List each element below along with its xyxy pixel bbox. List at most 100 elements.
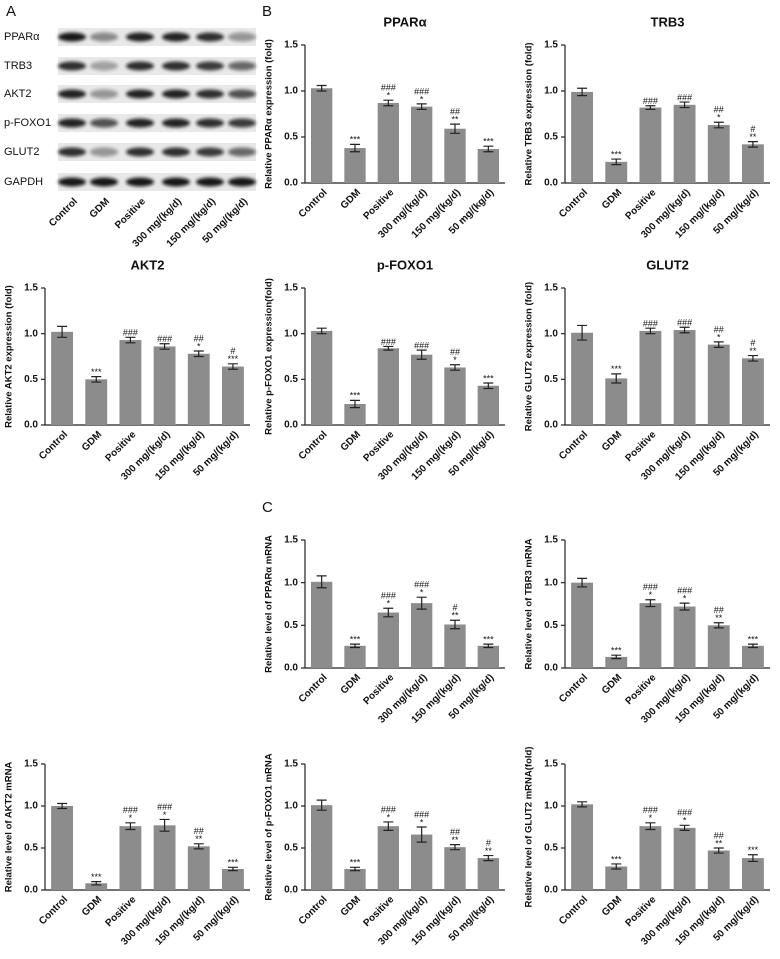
significance-label: ### xyxy=(123,805,138,815)
bar xyxy=(51,331,74,425)
error-bar xyxy=(383,99,394,107)
y-tick-label: 0.0 xyxy=(544,885,558,896)
blot-band xyxy=(58,118,86,128)
significance-label: ### xyxy=(414,809,429,819)
error-bar xyxy=(747,643,758,649)
blot-band xyxy=(126,118,154,128)
y-tick-label: 0.5 xyxy=(284,132,298,143)
significance-label: # xyxy=(230,346,235,356)
y-tick-label: 1.0 xyxy=(24,328,38,339)
significance-label: ## xyxy=(450,347,460,357)
x-tick-label: Control xyxy=(297,429,330,462)
error-bar xyxy=(713,847,724,854)
error-bar xyxy=(450,844,460,851)
x-tick-label: GDM xyxy=(600,894,624,918)
significance-label: # xyxy=(750,124,755,134)
bar xyxy=(377,612,399,668)
bar xyxy=(221,366,244,425)
blot-band xyxy=(228,89,256,99)
bar xyxy=(377,348,399,425)
y-tick-label: 0.0 xyxy=(284,178,298,189)
significance-label: ### xyxy=(381,591,396,601)
y-tick-label: 1.0 xyxy=(284,577,298,588)
y-tick-label: 0.5 xyxy=(284,620,298,631)
error-bar xyxy=(611,158,622,166)
significance-label: ### xyxy=(677,92,692,102)
y-tick-label: 1.0 xyxy=(544,577,558,588)
x-tick-label: Positive xyxy=(624,672,659,707)
significance-label: * xyxy=(387,91,391,101)
y-tick-label: 1.0 xyxy=(544,86,558,97)
significance-label: *** xyxy=(611,149,622,159)
bar xyxy=(571,804,594,890)
chart-title: PPARα xyxy=(383,14,426,29)
error-bar xyxy=(316,575,327,589)
x-tick-label: Positive xyxy=(104,429,139,464)
y-tick-label: 1.5 xyxy=(284,283,298,294)
error-bar xyxy=(159,818,170,832)
blot-strip xyxy=(58,57,256,75)
error-bar xyxy=(91,881,102,886)
bar xyxy=(153,825,176,890)
blot-column-label: Positive xyxy=(113,196,148,231)
blot-row-label: GLUT2 xyxy=(4,146,39,158)
bar xyxy=(311,581,333,668)
x-tick-label: GDM xyxy=(339,672,363,696)
bar xyxy=(411,603,433,668)
bar xyxy=(673,104,696,183)
bar xyxy=(119,340,142,425)
bar xyxy=(153,346,176,425)
significance-label: * xyxy=(683,816,687,826)
y-tick-label: 0.5 xyxy=(544,843,558,854)
blot-band xyxy=(126,89,154,99)
blot-strip xyxy=(58,143,256,161)
error-bar xyxy=(350,866,360,872)
blot-row-label: TRB3 xyxy=(4,60,32,72)
x-tick-label: Control xyxy=(297,187,330,220)
significance-label: *** xyxy=(611,854,622,864)
significance-label: * xyxy=(420,588,424,598)
y-tick-label: 0.0 xyxy=(544,420,558,431)
significance-label: * xyxy=(387,599,391,609)
blot-band xyxy=(58,147,86,157)
significance-label: ** xyxy=(749,346,757,356)
blot-strip xyxy=(58,114,256,132)
chart-title: AKT2 xyxy=(131,257,165,272)
blot-band xyxy=(162,89,190,99)
error-bar xyxy=(350,143,360,153)
bar xyxy=(477,858,499,890)
significance-label: ### xyxy=(157,334,172,344)
significance-label: ## xyxy=(194,333,204,343)
blot-band xyxy=(162,177,190,187)
error-bar xyxy=(416,596,427,610)
error-bar xyxy=(483,382,494,390)
y-tick-label: 1.0 xyxy=(284,86,298,97)
error-bar xyxy=(747,854,758,863)
error-bar xyxy=(316,327,327,335)
significance-label: *** xyxy=(483,634,494,644)
error-bar xyxy=(713,121,724,129)
bar xyxy=(571,582,594,668)
y-tick-label: 1.5 xyxy=(544,535,558,546)
error-bar xyxy=(227,866,238,872)
bar xyxy=(605,866,628,890)
y-axis-label: Relative level of PPARα mRNA xyxy=(264,535,275,673)
significance-label: ** xyxy=(451,611,459,621)
blot-band xyxy=(58,177,86,187)
significance-label: *** xyxy=(350,391,361,401)
bar xyxy=(741,358,764,425)
error-bar xyxy=(91,375,102,383)
chart-title: GLUT2 xyxy=(646,257,689,272)
y-tick-label: 0.0 xyxy=(284,420,298,431)
significance-label: * xyxy=(453,355,457,365)
bar xyxy=(444,128,466,183)
error-bar xyxy=(450,123,460,134)
significance-label: ** xyxy=(485,846,493,856)
blot-band xyxy=(162,147,190,157)
significance-label: ** xyxy=(749,132,757,142)
error-bar xyxy=(193,843,204,850)
x-tick-label: Control xyxy=(37,429,70,462)
significance-label: *** xyxy=(350,135,361,145)
blot-band xyxy=(228,61,256,71)
bar xyxy=(411,354,433,425)
